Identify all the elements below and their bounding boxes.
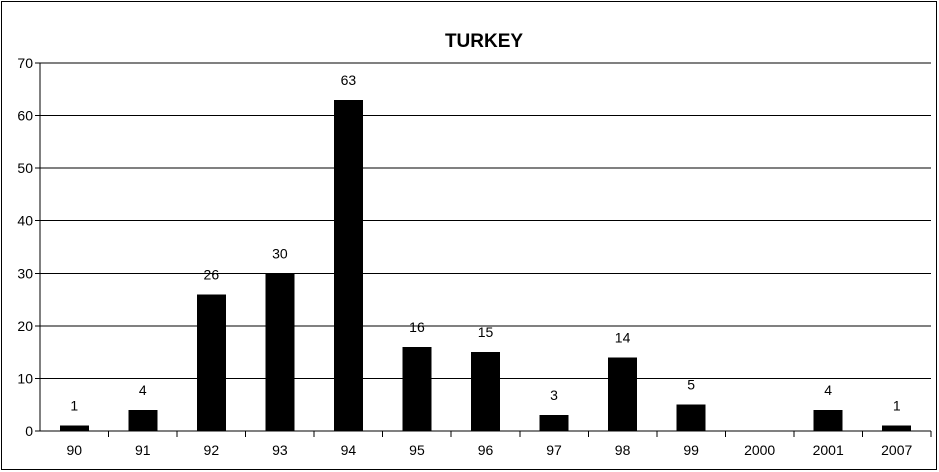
y-tick-label: 0 — [25, 423, 33, 439]
y-tick-label: 60 — [17, 108, 33, 124]
data-label: 5 — [687, 377, 695, 393]
x-tick-label: 90 — [66, 442, 82, 458]
x-tick-label: 91 — [135, 442, 151, 458]
bar-99 — [676, 404, 706, 431]
y-tick-label: 70 — [17, 55, 33, 71]
data-label: 26 — [204, 266, 220, 282]
bars — [59, 99, 912, 432]
y-tick-label: 10 — [17, 370, 33, 386]
y-tick-label: 30 — [17, 265, 33, 281]
data-label: 1 — [893, 398, 901, 414]
bar-96 — [471, 352, 500, 431]
bar-93 — [265, 273, 295, 431]
axes — [35, 62, 932, 437]
x-tick-label: 94 — [341, 442, 357, 458]
x-tick-label: 92 — [204, 442, 220, 458]
bar-94 — [333, 99, 363, 432]
x-tick-label: 2007 — [881, 442, 912, 458]
x-tick-label: 96 — [478, 442, 494, 458]
x-tick-label: 97 — [546, 442, 562, 458]
data-label: 15 — [478, 324, 494, 340]
x-tick-label: 2001 — [813, 442, 844, 458]
bar-92 — [196, 294, 226, 431]
x-tick-label: 2000 — [744, 442, 775, 458]
data-label: 63 — [341, 72, 357, 88]
y-tick-label: 50 — [17, 160, 33, 176]
gridlines — [40, 62, 931, 379]
x-tick-label: 99 — [683, 442, 699, 458]
x-tick-labels: 90 91 92 93 94 95 96 97 98 99 2000 2001 2007 — [66, 442, 912, 458]
bar-91 — [128, 409, 158, 431]
data-label: 1 — [70, 398, 78, 414]
bar-2007 — [882, 425, 912, 431]
bar-90 — [59, 425, 89, 431]
data-label: 30 — [272, 245, 288, 261]
y-tick-label: 20 — [17, 318, 33, 334]
bar-95 — [402, 346, 432, 431]
y-tick-labels: 0 10 20 30 40 50 60 70 — [17, 55, 33, 439]
x-tick-label: 95 — [409, 442, 425, 458]
chart-title: TURKEY — [445, 31, 523, 52]
data-label: 3 — [550, 387, 558, 403]
y-tick-label: 40 — [17, 213, 33, 229]
data-label: 4 — [139, 382, 147, 398]
data-label: 4 — [824, 382, 832, 398]
data-label: 16 — [409, 319, 425, 335]
bar-2001 — [813, 409, 843, 431]
data-label: 14 — [615, 329, 631, 345]
x-tick-label: 98 — [615, 442, 631, 458]
x-tick-label: 93 — [272, 442, 288, 458]
bar-98 — [608, 357, 638, 431]
bar-97 — [539, 415, 569, 431]
